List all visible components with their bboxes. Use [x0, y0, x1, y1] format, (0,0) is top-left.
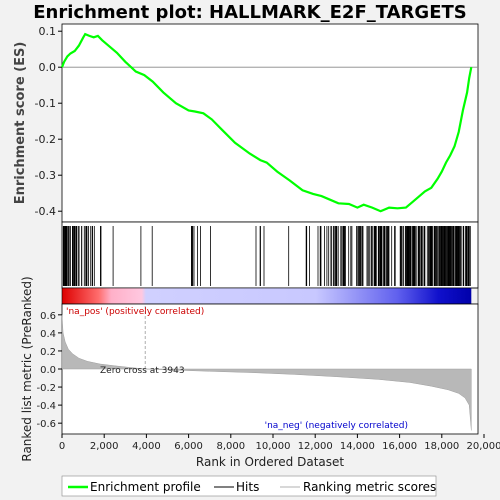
legend-es-label: Enrichment profile — [90, 480, 201, 494]
zero-cross-label: Zero cross at 3943 — [100, 366, 185, 376]
legend: Enrichment profile Hits Ranking metric s… — [61, 475, 437, 497]
rank-xtick-label: 20,000 — [467, 441, 500, 452]
color-bar — [62, 288, 472, 304]
es-ytick-label: 0.1 — [39, 25, 57, 38]
rank-xtick-label: 10,000 — [256, 441, 291, 452]
rank-ytick-label: 0.2 — [40, 347, 56, 358]
rank-ytick-label: 0.6 — [40, 311, 56, 322]
metric-area — [61, 314, 472, 431]
rank-xtick-label: 14,000 — [340, 441, 375, 452]
pos-label: 'na_pos' (positively correlated) — [66, 307, 204, 317]
rank-xtick-label: 18,000 — [424, 441, 459, 452]
rank-ytick-label: 0.4 — [40, 329, 56, 340]
rank-xtick-label: 4,000 — [132, 441, 161, 452]
rank-y-axis: 0.6 0.4 0.2 0.0 -0.2 -0.4 -0.6 — [36, 311, 62, 430]
hits-panel — [61, 221, 479, 289]
rank-ytick-label: 0.0 — [40, 365, 56, 376]
es-y-label: Enrichment score (ES) — [13, 42, 28, 205]
legend-hits-label: Hits — [236, 480, 259, 494]
rank-xtick-label: 0 — [59, 441, 65, 452]
es-ytick-label: -0.1 — [35, 97, 56, 110]
rank-y-label: Ranked list metric (PreRanked) — [20, 276, 34, 461]
rank-xtick-label: 12,000 — [298, 441, 333, 452]
rank-panel: Zero cross at 3943 'na_pos' (positively … — [20, 276, 500, 469]
es-ytick-label: -0.2 — [35, 133, 56, 146]
neg-label: 'na_neg' (negatively correlated) — [265, 421, 408, 431]
es-panel-frame — [61, 23, 479, 223]
es-panel: 0.1 0.0 -0.1 -0.2 -0.3 -0.4 Enrichment score … — [13, 23, 479, 223]
rank-x-axis: 0 2,000 4,000 6,000 8,000 10,000 12,000 14,000 1… — [59, 434, 500, 452]
rank-xtick-label: 8,000 — [216, 441, 245, 452]
rank-xtick-label: 16,000 — [382, 441, 417, 452]
rank-color-bar — [61, 287, 479, 305]
es-ytick-label: -0.3 — [35, 169, 56, 182]
hits-marks — [62, 226, 471, 286]
rank-ytick-label: -0.2 — [36, 383, 56, 394]
rank-ytick-label: -0.6 — [36, 419, 56, 430]
legend-metric-label: Ranking metric scores — [303, 480, 436, 494]
es-ytick-label: 0.0 — [39, 61, 57, 74]
rank-xtick-label: 2,000 — [90, 441, 119, 452]
rank-x-label: Rank in Ordered Dataset — [196, 455, 344, 469]
rank-xtick-label: 6,000 — [174, 441, 203, 452]
es-y-axis: 0.1 0.0 -0.1 -0.2 -0.3 -0.4 — [35, 25, 62, 218]
rank-ytick-label: -0.4 — [36, 401, 56, 412]
chart-title: Enrichment plot: HALLMARK_E2F_TARGETS — [33, 2, 466, 23]
legend-box — [61, 475, 437, 497]
es-line — [60, 32, 473, 213]
es-ytick-label: -0.4 — [35, 205, 56, 218]
